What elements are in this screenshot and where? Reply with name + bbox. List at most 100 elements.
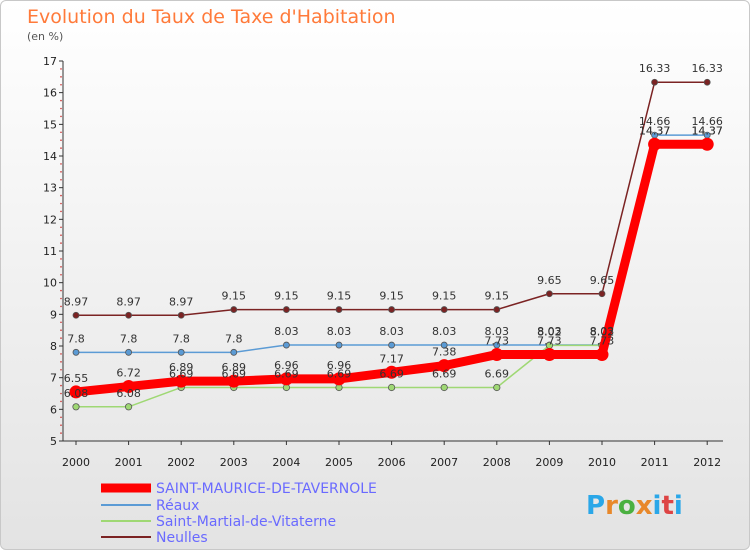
data-point <box>125 403 133 411</box>
y-minor-tick <box>60 416 62 419</box>
data-label: 14.37 <box>691 124 723 137</box>
data-label: 7.73 <box>485 335 510 348</box>
data-point <box>332 372 346 386</box>
data-label: 8.97 <box>116 295 141 308</box>
data-point <box>493 383 501 392</box>
y-minor-tick <box>60 234 62 236</box>
data-label: 6.69 <box>485 367 510 380</box>
y-minor-tick <box>60 107 62 110</box>
data-point <box>72 403 80 411</box>
data-label: 7.8 <box>120 332 138 345</box>
y-tick-label: 6 <box>50 403 57 416</box>
data-point <box>227 374 241 388</box>
y-minor-tick <box>60 226 62 229</box>
y-minor-tick <box>60 329 62 331</box>
y-minor-tick <box>60 210 62 213</box>
y-minor-tick <box>60 368 62 371</box>
data-label: 8.97 <box>169 295 194 308</box>
data-label: 9.15 <box>485 290 510 303</box>
data-point <box>122 380 136 394</box>
y-minor-tick <box>60 384 62 387</box>
y-minor-tick <box>60 432 62 434</box>
data-label: 6.89 <box>169 361 194 374</box>
data-label: 6.96 <box>327 359 352 372</box>
data-label: 7.17 <box>379 352 404 365</box>
data-point <box>490 348 504 362</box>
x-tick-label: 2012 <box>693 456 721 469</box>
data-point <box>385 365 399 379</box>
y-minor-tick <box>60 131 62 134</box>
data-label: 14.66 <box>639 115 671 128</box>
y-tick-label: 17 <box>43 55 57 68</box>
y-tick-label: 14 <box>43 150 57 163</box>
y-minor-tick <box>60 353 62 355</box>
data-point <box>72 348 80 356</box>
data-point <box>388 306 396 313</box>
y-minor-tick <box>60 297 62 300</box>
x-tick-label: 2009 <box>535 456 563 469</box>
y-tick-label: 15 <box>43 118 57 131</box>
x-tick-label: 2000 <box>62 456 90 469</box>
y-minor-tick <box>60 202 62 205</box>
y-tick-label: 16 <box>43 87 57 100</box>
data-label: 8.97 <box>64 295 89 308</box>
x-tick-label: 2005 <box>325 456 353 469</box>
data-label: 6.08 <box>64 387 89 400</box>
data-label: 8.03 <box>274 325 299 338</box>
x-tick-label: 2007 <box>430 456 458 469</box>
data-point <box>703 78 711 86</box>
data-label: 7.38 <box>432 346 457 359</box>
y-minor-tick <box>60 337 62 339</box>
data-label: 6.96 <box>274 359 299 372</box>
data-point <box>177 348 185 356</box>
x-tick-label: 2008 <box>483 456 511 469</box>
data-point <box>72 311 80 319</box>
y-tick-label: 7 <box>50 372 57 385</box>
y-tick-label: 11 <box>43 245 57 258</box>
data-point <box>440 383 448 392</box>
y-minor-tick <box>60 424 62 426</box>
y-tick-label: 10 <box>43 277 57 290</box>
data-label: 6.69 <box>169 367 194 380</box>
x-tick-label: 2004 <box>272 456 300 469</box>
data-point <box>546 290 553 298</box>
data-point <box>335 306 343 313</box>
data-point <box>648 137 662 151</box>
legend-label: Neulles <box>156 530 208 546</box>
y-minor-tick <box>60 178 62 181</box>
data-point <box>282 341 290 349</box>
data-label: 9.65 <box>590 274 615 287</box>
x-tick-label: 2003 <box>220 456 248 469</box>
y-minor-tick <box>60 147 62 149</box>
y-minor-tick <box>60 361 62 363</box>
data-point <box>230 306 238 313</box>
data-label: 6.72 <box>116 367 141 380</box>
data-label: 16.33 <box>639 62 671 75</box>
data-point <box>335 341 343 349</box>
chart-subtitle: (en %) <box>27 30 64 43</box>
data-label: 8.03 <box>590 325 615 338</box>
data-point <box>598 290 606 298</box>
y-tick-label: 13 <box>43 182 57 195</box>
data-label: 9.15 <box>327 290 352 303</box>
chart-title: Evolution du Taux de Taxe d'Habitation <box>27 6 396 28</box>
y-minor-tick <box>60 305 62 308</box>
data-label: 9.15 <box>222 290 247 303</box>
y-minor-tick <box>60 321 62 324</box>
x-tick-label: 2006 <box>378 456 406 469</box>
y-minor-tick <box>60 289 62 292</box>
y-minor-tick <box>60 99 62 102</box>
data-label: 6.69 <box>379 367 404 380</box>
data-point <box>440 341 448 349</box>
data-label: 8.02 <box>590 325 615 338</box>
data-label: 14.37 <box>691 124 723 137</box>
data-point <box>174 374 188 388</box>
y-minor-tick <box>60 400 62 403</box>
y-minor-tick <box>60 266 62 268</box>
data-label: 8.02 <box>537 325 562 338</box>
data-label: 14.37 <box>639 124 671 137</box>
y-minor-tick <box>60 163 62 165</box>
data-label: 7.73 <box>537 335 562 348</box>
data-label: 6.08 <box>116 387 141 400</box>
